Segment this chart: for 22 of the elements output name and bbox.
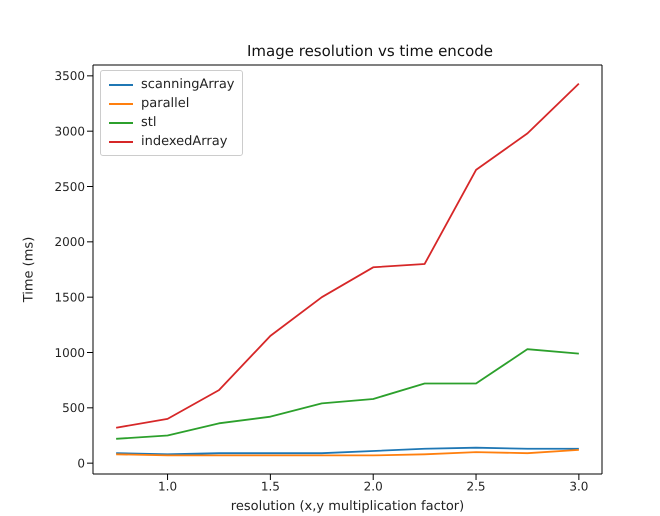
y-tick-label: 1500 — [54, 290, 85, 304]
legend-label: indexedArray — [140, 133, 228, 151]
y-tick-label: 1000 — [54, 346, 85, 360]
y-tick-label: 2500 — [54, 180, 85, 194]
legend-label: scanningArray — [140, 76, 234, 94]
chart-title: Image resolution vs time encode — [246, 42, 494, 60]
y-tick-label: 3500 — [54, 69, 85, 84]
x-tick-label: 1.5 — [260, 480, 280, 494]
x-tick-label: 3.0 — [569, 480, 588, 494]
y-axis-title: Time (ms) — [22, 236, 37, 304]
legend-label: stl — [140, 114, 158, 132]
x-axis-title: resolution (x,y multiplication factor) — [230, 499, 464, 514]
x-tick-label: 1.0 — [158, 480, 178, 494]
x-tick-label: 2.5 — [466, 480, 486, 494]
y-tick-label: 0 — [77, 456, 85, 470]
y-tick-label: 3000 — [54, 124, 85, 138]
y-tick-label: 500 — [62, 401, 85, 416]
x-tick-label: 2.0 — [364, 480, 383, 494]
y-tick-label: 2000 — [54, 235, 85, 250]
line-series — [115, 348, 580, 440]
legend-label: parallel — [140, 95, 190, 113]
line-series — [115, 446, 580, 456]
